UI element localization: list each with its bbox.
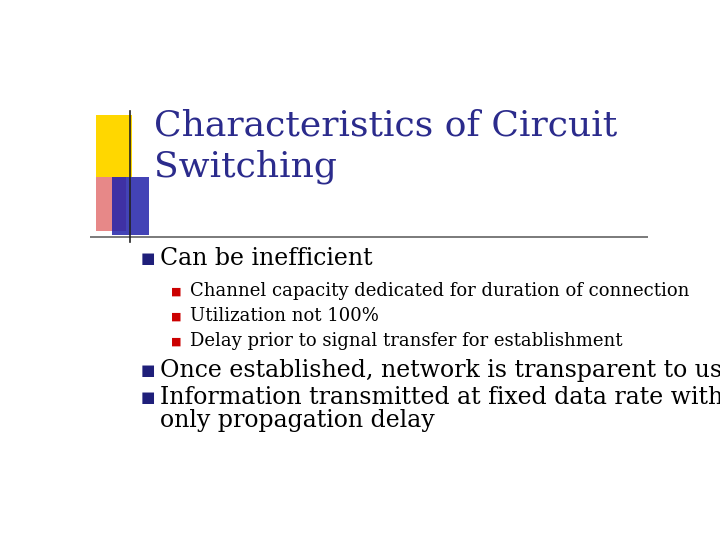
Bar — [112, 177, 148, 235]
Text: Delay prior to signal transfer for establishment: Delay prior to signal transfer for estab… — [190, 332, 623, 350]
Text: Can be inefficient: Can be inefficient — [160, 247, 372, 269]
Text: Switching: Switching — [154, 150, 337, 184]
Text: ■: ■ — [171, 312, 181, 321]
Text: ■: ■ — [140, 251, 155, 266]
Text: ■: ■ — [171, 286, 181, 296]
Text: Once established, network is transparent to users: Once established, network is transparent… — [160, 359, 720, 382]
Text: ■: ■ — [140, 390, 155, 405]
Text: ■: ■ — [171, 336, 181, 346]
Bar — [96, 114, 132, 177]
Text: ■: ■ — [140, 363, 155, 378]
Text: Utilization not 100%: Utilization not 100% — [190, 307, 379, 326]
Text: Information transmitted at fixed data rate with: Information transmitted at fixed data ra… — [160, 386, 720, 409]
Text: only propagation delay: only propagation delay — [160, 409, 434, 432]
Text: Channel capacity dedicated for duration of connection: Channel capacity dedicated for duration … — [190, 282, 690, 300]
Bar — [96, 177, 126, 231]
Text: Characteristics of Circuit: Characteristics of Circuit — [154, 108, 618, 142]
